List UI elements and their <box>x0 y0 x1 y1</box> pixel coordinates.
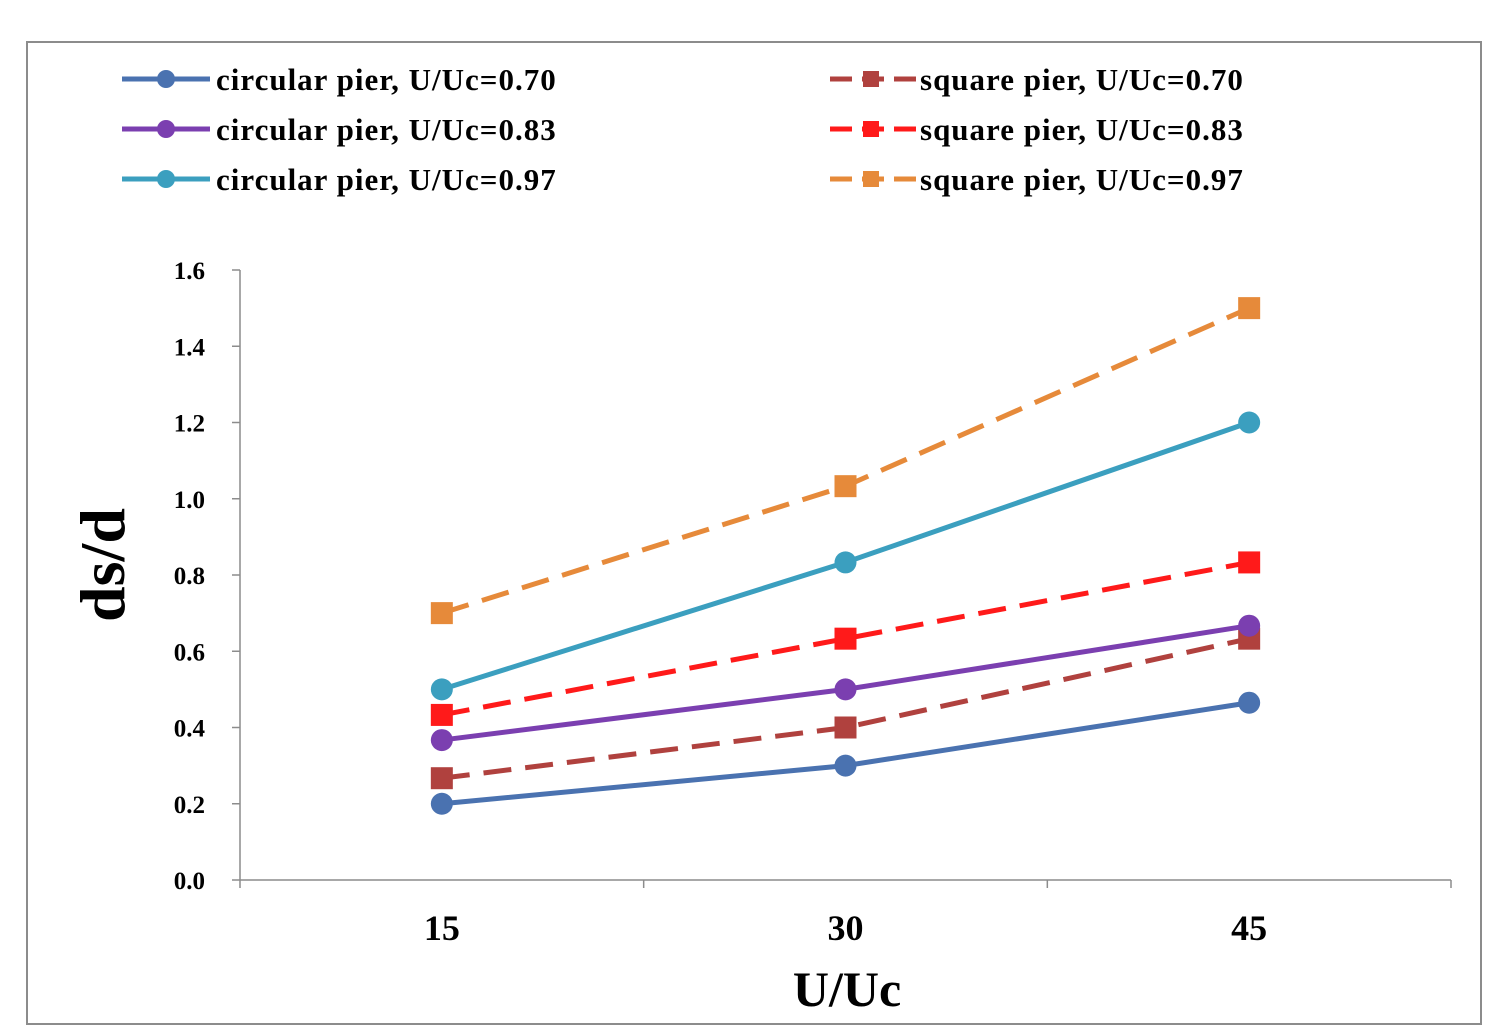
data-point <box>1238 411 1261 434</box>
y-tick-label: 1.4 <box>174 334 206 361</box>
x-axis-title: U/Uc <box>793 961 901 1017</box>
legend-swatch-marker <box>157 120 175 138</box>
legend-swatch-marker <box>863 71 879 87</box>
data-point <box>834 716 857 739</box>
data-point <box>430 703 453 726</box>
series-line <box>441 559 1250 718</box>
series-4 <box>430 551 1261 726</box>
series-line <box>441 636 1250 781</box>
data-point <box>1238 551 1261 574</box>
series-1 <box>430 691 1261 815</box>
legend-entry-5: circular pier, U/Uc=0.97 <box>122 162 557 197</box>
y-tick-label: 0.6 <box>174 639 205 666</box>
series-6 <box>430 297 1261 625</box>
y-tick-label: 0.8 <box>174 563 205 590</box>
data-point <box>430 767 453 790</box>
legend-label: square pier, U/Uc=0.97 <box>920 162 1244 197</box>
legend-entry-4: square pier, U/Uc=0.83 <box>830 112 1244 147</box>
y-axis-title: ds/d <box>67 508 138 622</box>
legend-entry-2: square pier, U/Uc=0.70 <box>830 62 1244 97</box>
data-point <box>834 678 857 701</box>
legend-entry-3: circular pier, U/Uc=0.83 <box>122 112 557 147</box>
data-point <box>834 754 857 777</box>
legend-swatch-marker <box>157 170 175 188</box>
data-point <box>1238 691 1261 714</box>
data-point <box>430 729 453 752</box>
legend-label: square pier, U/Uc=0.70 <box>920 62 1244 97</box>
legend-entry-6: square pier, U/Uc=0.97 <box>830 162 1244 197</box>
axis-ticks <box>232 269 1452 888</box>
data-point <box>834 475 857 498</box>
series-2 <box>430 627 1261 790</box>
legend-swatch-marker <box>863 121 879 137</box>
y-tick-label: 0.0 <box>174 868 205 895</box>
y-tick-label: 1.0 <box>174 487 205 514</box>
chart-frame <box>26 41 1482 1025</box>
x-tick-label: 15 <box>424 908 460 948</box>
legend: circular pier, U/Uc=0.70 square pier, U/… <box>122 62 1244 197</box>
y-tick-label: 0.4 <box>174 716 206 743</box>
data-point <box>834 627 857 650</box>
x-tick-label: 30 <box>828 908 864 948</box>
data-point <box>430 602 453 625</box>
y-tick-label: 1.6 <box>174 258 205 285</box>
series-3 <box>430 614 1261 752</box>
legend-label: circular pier, U/Uc=0.97 <box>216 162 557 197</box>
legend-label: circular pier, U/Uc=0.83 <box>216 112 557 147</box>
y-tick-label: 0.2 <box>174 792 205 819</box>
data-point <box>834 551 857 574</box>
data-point <box>430 678 453 701</box>
y-tick-label: 1.2 <box>174 411 205 438</box>
data-point <box>430 792 453 815</box>
legend-swatch-marker <box>157 70 175 88</box>
legend-label: square pier, U/Uc=0.83 <box>920 112 1244 147</box>
x-tick-labels: 15 30 45 <box>424 908 1267 948</box>
y-tick-labels: 0.0 0.2 0.4 0.6 0.8 1.0 1.2 1.4 1.6 <box>174 258 206 895</box>
legend-entry-1: circular pier, U/Uc=0.70 <box>122 62 557 97</box>
series-5 <box>430 411 1261 701</box>
series-group <box>430 297 1261 815</box>
legend-swatch-marker <box>863 171 879 187</box>
data-point <box>1238 297 1261 320</box>
x-tick-label: 45 <box>1231 908 1267 948</box>
data-point <box>1238 614 1261 637</box>
legend-label: circular pier, U/Uc=0.70 <box>216 62 557 97</box>
